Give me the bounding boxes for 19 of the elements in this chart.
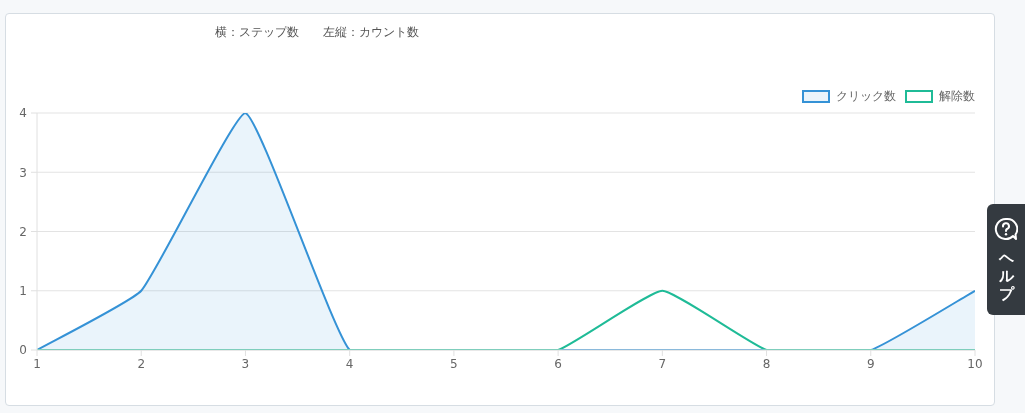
x-tick-label: 7	[658, 356, 667, 371]
x-tick-label: 2	[137, 356, 146, 371]
x-tick-label: 5	[450, 356, 458, 371]
legend-label: 解除数	[939, 88, 975, 105]
x-tick-label: 4	[345, 356, 354, 371]
legend-label: クリック数	[836, 88, 896, 105]
x-tick-label: 1	[33, 356, 41, 371]
x-tick-label: 10	[967, 356, 983, 371]
y-tick-label: 0	[19, 343, 27, 358]
x-tick-label: 3	[241, 356, 250, 371]
x-tick-label: 8	[762, 356, 771, 371]
x-tick-label: 9	[866, 356, 875, 371]
chart-title: 横：ステップ数 左縦：カウント数	[215, 24, 419, 41]
help-button: ヘルプ	[987, 204, 1025, 315]
y-tick-label: 4	[19, 106, 27, 121]
y-tick-label: 2	[19, 224, 27, 239]
y-tick-label: 1	[19, 284, 27, 299]
x-tick-label: 6	[554, 356, 562, 371]
y-tick-label: 3	[19, 165, 27, 180]
